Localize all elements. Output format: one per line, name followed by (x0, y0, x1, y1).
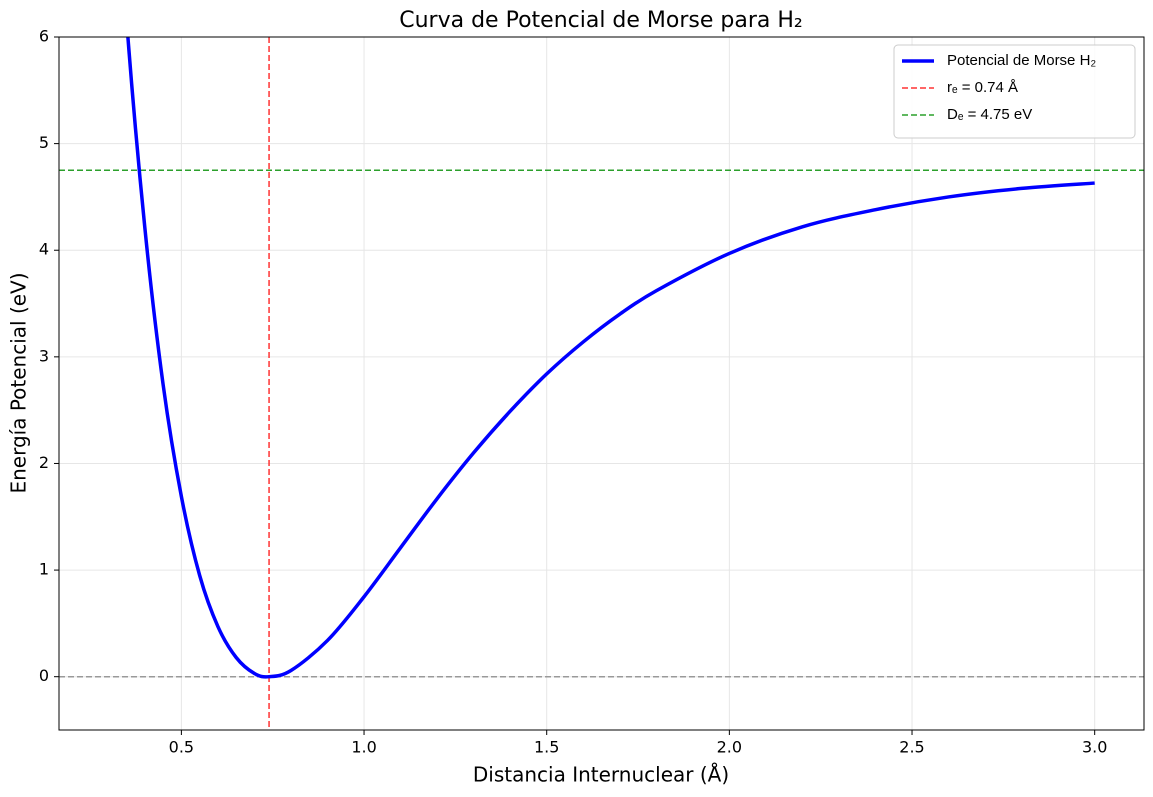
y-tick-label: 4 (39, 240, 49, 259)
legend: Potencial de Morse H₂ rₑ = 0.74 Å Dₑ = 4.7… (893, 44, 1136, 139)
plot-area (59, 37, 1144, 730)
x-tick-label: 2.0 (717, 738, 742, 757)
y-tick-label: 3 (39, 346, 49, 365)
x-axis-label: Distancia Internuclear (Å) (473, 763, 729, 787)
legend-label: Potencial de Morse H₂ (947, 52, 1096, 69)
legend-box (893, 44, 1136, 139)
data-line (126, 37, 1095, 679)
y-tick-label: 5 (39, 133, 49, 152)
legend-label: rₑ = 0.74 Å (947, 79, 1018, 96)
y-tick-label: 1 (39, 560, 49, 579)
y-tick-label: 2 (39, 453, 49, 472)
grid (59, 36, 1144, 730)
y-tick-label: 6 (39, 27, 49, 46)
x-tick-label: 1.5 (534, 738, 559, 757)
x-tick-label: 3.0 (1082, 738, 1107, 757)
chart-title: Curva de Potencial de Morse para H₂ (399, 8, 802, 33)
plot-frame (58, 36, 1145, 731)
legend-label: Dₑ = 4.75 eV (947, 106, 1032, 123)
x-tick-label: 2.5 (899, 738, 924, 757)
x-tick-label: 0.5 (169, 738, 194, 757)
y-tick-label: 0 (39, 666, 49, 685)
x-tick-label: 1.0 (351, 738, 376, 757)
y-axis-label: Energía Potencial (eV) (7, 272, 31, 493)
